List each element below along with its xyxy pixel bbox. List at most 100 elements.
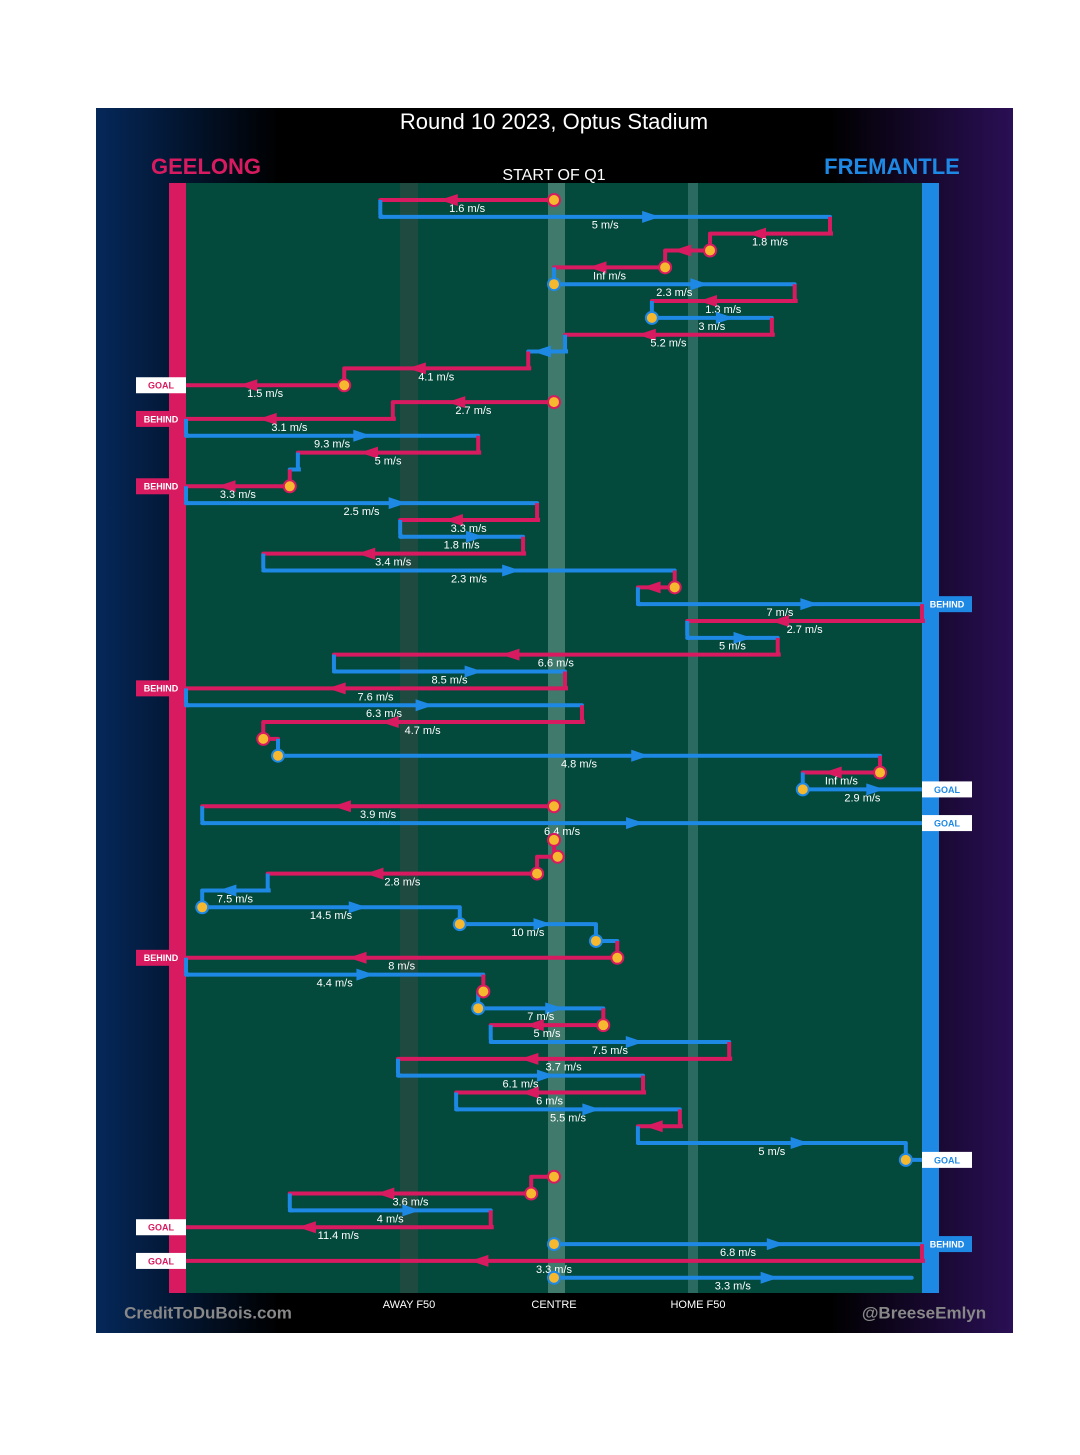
speed-label: 4.8 m/s	[561, 759, 598, 771]
stoppage	[547, 1270, 561, 1285]
direction-arrow	[532, 345, 551, 358]
direction-arrow	[644, 1120, 663, 1133]
stoppage	[588, 933, 603, 948]
outcome-label: GOAL	[148, 381, 175, 391]
stoppage	[610, 950, 625, 965]
speed-label: 2.3 m/s	[451, 573, 488, 585]
direction-arrow	[360, 446, 378, 459]
speed-label: 7.5 m/s	[217, 893, 254, 905]
direction-arrow	[357, 547, 376, 560]
speed-label: 3.6 m/s	[392, 1196, 429, 1208]
speed-label: 7.5 m/s	[592, 1045, 629, 1057]
direction-arrow	[533, 918, 552, 931]
direction-arrow	[332, 800, 351, 813]
speed-label: 3.4 m/s	[375, 557, 412, 569]
speed-label: 3.1 m/s	[271, 422, 308, 434]
speed-label: 8.5 m/s	[431, 674, 468, 686]
direction-arrow	[365, 867, 384, 880]
speed-label: 1.8 m/s	[752, 237, 789, 249]
direction-arrow	[537, 1069, 556, 1082]
speed-label: 3.3 m/s	[715, 1281, 752, 1293]
stoppage	[452, 917, 467, 932]
centre-band	[548, 183, 565, 1293]
direction-arrow	[545, 1002, 564, 1015]
direction-arrow	[642, 210, 661, 223]
speed-label: 3.7 m/s	[546, 1062, 583, 1074]
team-name: FREMANTLE	[824, 154, 960, 179]
speed-label: 4.4 m/s	[317, 978, 354, 990]
direction-arrow	[348, 901, 367, 914]
stoppage	[282, 479, 297, 494]
direction-arrow	[625, 1036, 644, 1048]
direction-arrow	[748, 227, 767, 240]
stoppage	[547, 832, 561, 847]
direction-arrow	[642, 581, 661, 594]
speed-label: 5.2 m/s	[650, 338, 687, 350]
outcome-label: GOAL	[934, 818, 961, 828]
outcome-badge	[136, 1252, 186, 1269]
direction-arrow	[380, 716, 399, 729]
outcome-badge	[922, 781, 972, 798]
direction-arrow	[760, 1271, 779, 1284]
direction-arrow	[699, 295, 718, 308]
stoppage	[337, 378, 352, 393]
fremantle-goal-line	[922, 183, 939, 1293]
direction-arrow	[407, 362, 426, 375]
outcome-badge	[136, 410, 186, 427]
speed-label: 10 m/s	[511, 927, 545, 939]
outcome-label: GOAL	[148, 1256, 175, 1266]
speed-label: 6.6 m/s	[538, 658, 575, 670]
stoppage	[795, 782, 810, 797]
stoppage	[547, 193, 561, 207]
outcome-label: GOAL	[934, 785, 961, 795]
direction-arrow	[388, 497, 407, 510]
direction-arrow	[800, 598, 819, 611]
speed-label: 6 m/s	[536, 1095, 563, 1107]
speed-label: 5 m/s	[758, 1146, 785, 1158]
direction-arrow	[376, 1187, 395, 1200]
direction-arrow	[218, 884, 237, 897]
outcome-badge	[136, 949, 186, 966]
direction-arrow	[415, 699, 434, 712]
direction-arrow	[866, 783, 885, 796]
field-label: HOME F50	[670, 1299, 725, 1311]
direction-arrow	[402, 1204, 421, 1217]
possessions: 1.6 m/s 5 m/s 1.8 m/s Inf m/s 2.3 m/s 1.3 m/s…	[136, 193, 972, 1293]
direction-arrow	[690, 278, 709, 291]
speed-label: 3.3 m/s	[536, 1264, 573, 1276]
stoppage	[644, 310, 659, 325]
direction-arrow	[733, 631, 752, 644]
direction-arrow	[520, 1052, 539, 1065]
speed-label: 8 m/s	[388, 961, 415, 973]
speed-label: 1.5 m/s	[247, 388, 284, 400]
direction-arrow	[356, 968, 375, 981]
speed-label: 2.3 m/s	[656, 287, 693, 299]
speed-label: 2.7 m/s	[787, 624, 824, 636]
outcome-label: GOAL	[934, 1155, 961, 1165]
direction-arrow	[470, 1254, 489, 1267]
direction-arrow	[239, 379, 258, 392]
speed-label: 6.8 m/s	[720, 1247, 757, 1259]
footer: @BreeseEmlyn	[862, 1303, 986, 1322]
stoppage	[547, 277, 561, 292]
geelong-goal-line	[169, 183, 186, 1293]
outcome-label: BEHIND	[144, 953, 179, 963]
stoppage	[550, 849, 565, 864]
footer: CreditToDuBois.com	[124, 1303, 292, 1322]
direction-arrow	[790, 1137, 809, 1150]
speed-label: 2.8 m/s	[384, 877, 421, 889]
direction-arrow	[353, 429, 372, 442]
speed-label: 5 m/s	[592, 220, 619, 232]
direction-arrow	[258, 412, 277, 425]
speed-label: 2.7 m/s	[455, 405, 492, 417]
field-label: AWAY F50	[383, 1299, 436, 1311]
outcome-label: BEHIND	[930, 1239, 965, 1249]
speed-label: 2.9 m/s	[844, 792, 881, 804]
direction-arrow	[327, 682, 346, 695]
speed-label: Inf m/s	[825, 775, 859, 787]
speed-label: 14.5 m/s	[310, 910, 353, 922]
speed-label: 6.1 m/s	[502, 1079, 539, 1091]
direction-arrow	[771, 615, 790, 627]
speed-label: 4 m/s	[377, 1213, 404, 1225]
outcome-badge	[922, 815, 972, 832]
